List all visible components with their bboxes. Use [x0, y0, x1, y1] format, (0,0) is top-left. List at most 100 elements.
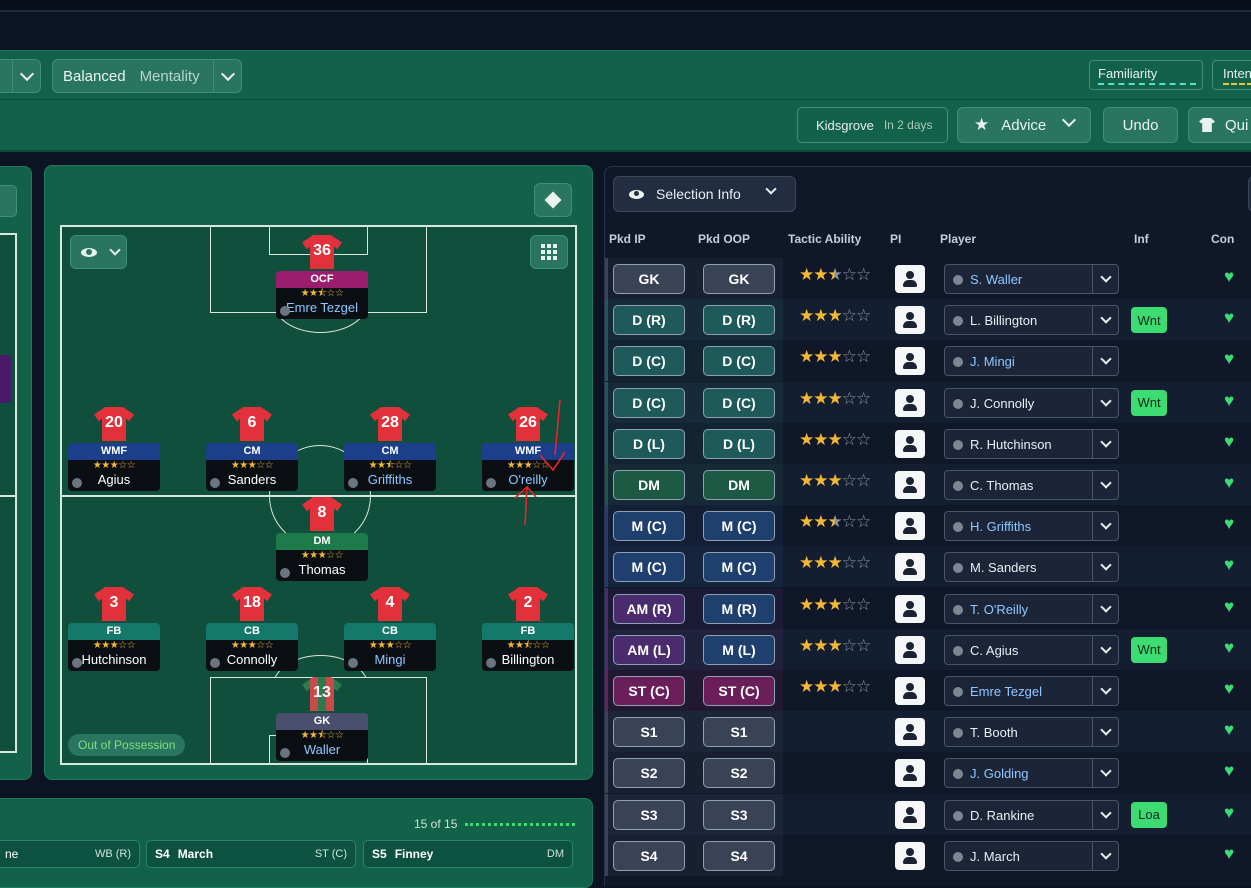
- picked-ip-position[interactable]: S3: [613, 799, 685, 830]
- chevron-down-icon[interactable]: [1092, 759, 1118, 788]
- chevron-down-icon[interactable]: [1092, 635, 1118, 664]
- player-instructions-button[interactable]: [895, 306, 925, 335]
- player-instructions-button[interactable]: [895, 800, 925, 829]
- player-select[interactable]: J. March: [944, 840, 1119, 871]
- player-name[interactable]: Thomas: [298, 562, 346, 577]
- expand-button[interactable]: [0, 185, 17, 217]
- header-inf[interactable]: Inf: [1134, 232, 1149, 246]
- header-pi[interactable]: PI: [890, 232, 902, 246]
- picked-oop-position[interactable]: M (R): [703, 593, 775, 624]
- undo-button[interactable]: Undo: [1103, 107, 1178, 143]
- player-select[interactable]: H. Griffiths: [944, 511, 1119, 542]
- chevron-down-icon[interactable]: [1092, 800, 1118, 829]
- player-instructions-button[interactable]: [895, 553, 925, 582]
- picked-ip-position[interactable]: S2: [613, 758, 685, 789]
- pitch-player-card[interactable]: 18 CB ★★★☆☆ Connolly: [206, 587, 298, 671]
- player-select[interactable]: R. Hutchinson: [944, 428, 1119, 459]
- picked-oop-position[interactable]: ST (C): [703, 676, 775, 706]
- selection-info-dropdown[interactable]: Selection Info: [613, 176, 796, 212]
- player-select[interactable]: L. Billington: [944, 305, 1119, 336]
- pitch-player-card[interactable]: 2 FB ★★⯪☆☆ Billington: [482, 587, 574, 671]
- player-select[interactable]: D. Rankine: [944, 799, 1119, 830]
- player-name[interactable]: Agius: [97, 472, 131, 487]
- player-instructions-button[interactable]: [895, 841, 925, 870]
- header-tactic-ability[interactable]: Tactic Ability: [788, 232, 862, 246]
- chevron-down-icon[interactable]: [1092, 265, 1118, 293]
- chevron-down-icon[interactable]: [1092, 388, 1118, 417]
- picked-oop-position[interactable]: S2: [703, 758, 775, 789]
- mentality-dropdown[interactable]: Balanced Mentality: [52, 59, 242, 93]
- picked-ip-position[interactable]: D (C): [613, 387, 685, 418]
- chevron-down-icon[interactable]: [1092, 594, 1118, 623]
- bench-item[interactable]: ne WB (R): [0, 840, 140, 868]
- player-instructions-button[interactable]: [895, 677, 925, 705]
- picked-ip-position[interactable]: M (C): [613, 511, 685, 542]
- player-name[interactable]: Billington: [501, 652, 555, 667]
- picked-oop-position[interactable]: S3: [703, 799, 775, 830]
- player-select[interactable]: J. Golding: [944, 758, 1119, 789]
- bench-item[interactable]: S5 Finney DM: [363, 840, 573, 868]
- chevron-down-icon[interactable]: [1092, 429, 1118, 458]
- picked-ip-position[interactable]: M (C): [613, 552, 685, 583]
- player-name[interactable]: O'reilly: [508, 472, 548, 487]
- picked-ip-position[interactable]: GK: [613, 264, 685, 294]
- picked-oop-position[interactable]: M (L): [703, 634, 775, 665]
- player-select[interactable]: T. Booth: [944, 717, 1119, 748]
- chevron-down-icon[interactable]: [1092, 841, 1118, 870]
- picked-oop-position[interactable]: GK: [703, 264, 775, 294]
- player-instructions-button[interactable]: [895, 347, 925, 376]
- picked-ip-position[interactable]: D (C): [613, 346, 685, 377]
- player-select[interactable]: Emre Tezgel: [944, 676, 1119, 706]
- picked-ip-position[interactable]: DM: [613, 470, 685, 500]
- chevron-down-icon[interactable]: [1092, 553, 1118, 582]
- picked-ip-position[interactable]: ST (C): [613, 676, 685, 706]
- formation-dropdown[interactable]: e: [0, 59, 41, 93]
- player-select[interactable]: M. Sanders: [944, 552, 1119, 583]
- player-instructions-button[interactable]: [895, 388, 925, 417]
- swap-view-button[interactable]: [534, 183, 572, 217]
- player-instructions-button[interactable]: [895, 429, 925, 458]
- picked-oop-position[interactable]: S1: [703, 717, 775, 748]
- chevron-down-icon[interactable]: [1092, 512, 1118, 541]
- next-match-info[interactable]: Kidsgrove In 2 days: [797, 107, 948, 143]
- chevron-down-icon[interactable]: [1092, 718, 1118, 747]
- picked-ip-position[interactable]: AM (R): [613, 593, 685, 624]
- familiarity-meter[interactable]: Familiarity: [1089, 60, 1203, 90]
- player-select[interactable]: C. Agius: [944, 634, 1119, 665]
- player-name[interactable]: Waller: [303, 742, 341, 757]
- player-name[interactable]: Connolly: [226, 652, 278, 667]
- quick-pick-button[interactable]: Qui: [1188, 107, 1251, 143]
- picked-oop-position[interactable]: M (C): [703, 552, 775, 583]
- player-instructions-button[interactable]: [895, 512, 925, 541]
- picked-ip-position[interactable]: S1: [613, 717, 685, 748]
- pitch-player-card[interactable]: 13 GK ★★⯪☆☆ Waller: [276, 677, 368, 761]
- bench-item[interactable]: S4 March ST (C): [146, 840, 356, 868]
- header-pkd-ip[interactable]: Pkd IP: [609, 232, 646, 246]
- player-name[interactable]: Griffiths: [367, 472, 413, 487]
- picked-oop-position[interactable]: M (C): [703, 511, 775, 542]
- player-select[interactable]: J. Connolly: [944, 387, 1119, 418]
- chevron-down-icon[interactable]: [1092, 471, 1118, 499]
- picked-ip-position[interactable]: S4: [613, 840, 685, 871]
- advice-button[interactable]: ★ Advice: [957, 107, 1091, 143]
- picked-ip-position[interactable]: AM (L): [613, 634, 685, 665]
- picked-ip-position[interactable]: D (R): [613, 305, 685, 336]
- picked-oop-position[interactable]: D (C): [703, 387, 775, 418]
- player-name[interactable]: Hutchinson: [81, 652, 147, 667]
- player-name[interactable]: Emre Tezgel: [285, 300, 358, 315]
- pitch-player-card[interactable]: 26 WMF ★★★☆☆ O'reilly: [482, 407, 574, 491]
- header-con[interactable]: Con: [1211, 232, 1235, 246]
- player-instructions-button[interactable]: [895, 471, 925, 499]
- player-instructions-button[interactable]: [895, 635, 925, 664]
- picked-ip-position[interactable]: D (L): [613, 428, 685, 459]
- pitch-player-card[interactable]: 8 DM ★★★☆☆ Thomas: [276, 497, 368, 581]
- picked-oop-position[interactable]: D (R): [703, 305, 775, 336]
- player-instructions-button[interactable]: [895, 718, 925, 747]
- player-instructions-button[interactable]: [895, 265, 925, 293]
- picked-oop-position[interactable]: DM: [703, 470, 775, 500]
- header-player[interactable]: Player: [940, 232, 977, 246]
- pitch-player-card[interactable]: 28 CM ★★⯪☆☆ Griffiths: [344, 407, 436, 491]
- grid-view-button[interactable]: [530, 235, 568, 269]
- pitch-player-card[interactable]: 36 OCF ★★⯪☆☆ Emre Tezgel: [276, 235, 368, 319]
- pitch-player-card[interactable]: 20 WMF ★★★☆☆ Agius: [68, 407, 160, 491]
